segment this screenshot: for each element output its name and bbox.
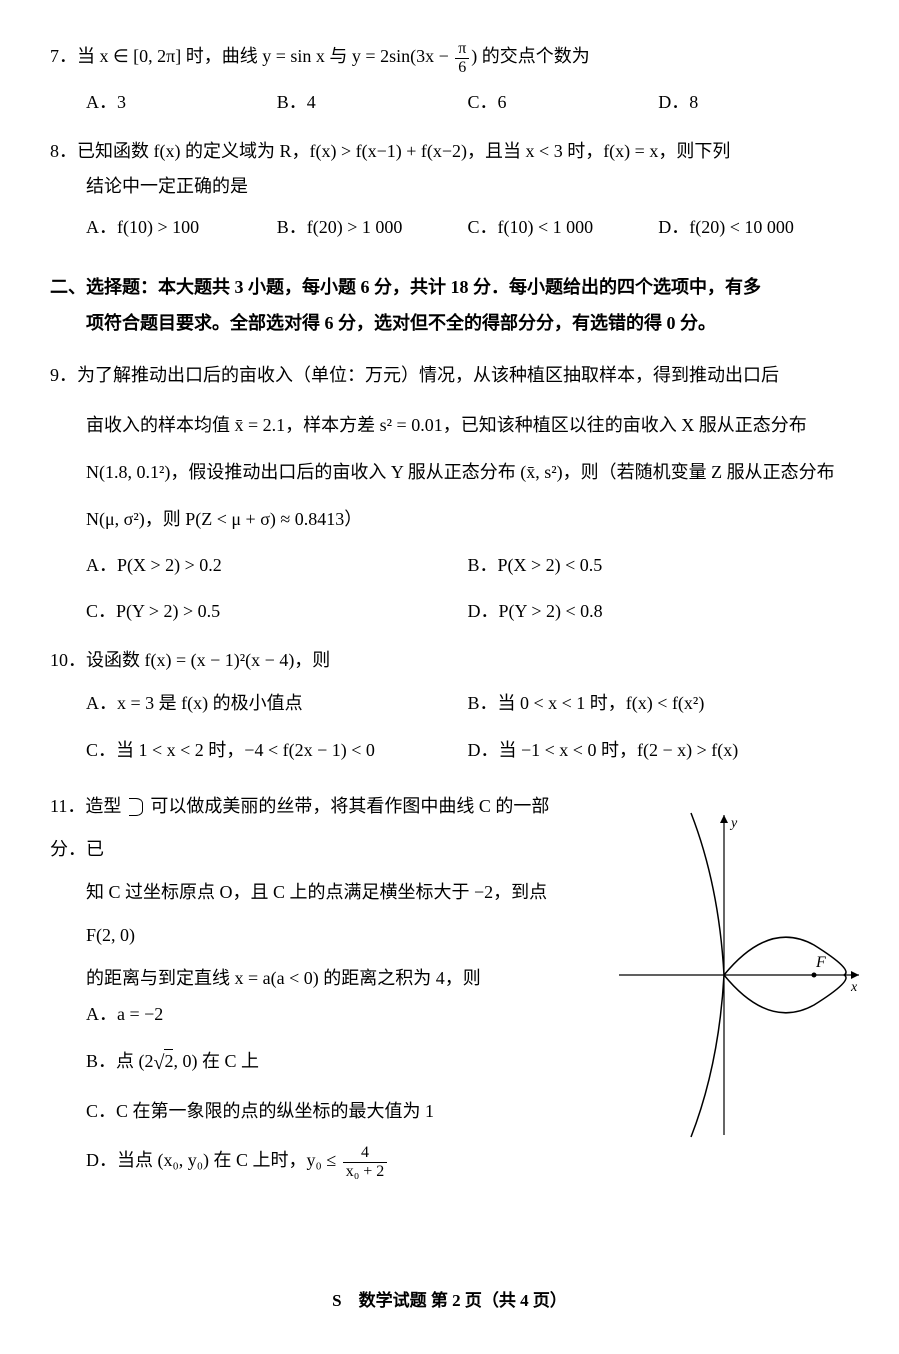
q11-stem2: 知 C 过坐标原点 O，且 C 上的点满足横坐标大于 −2，到点 F(2, 0) [50, 871, 580, 957]
page-footer: S 数学试题 第 2 页（共 4 页） [0, 1287, 899, 1314]
q10-option-c: C．当 1 < x < 2 时，−4 < f(2x − 1) < 0 [86, 736, 468, 765]
section2-l2: 项符合题目要求。全部选对得 6 分，选对但不全的得部分分，有选错的得 0 分。 [50, 305, 849, 341]
q11-option-d: D．当点 (x₀, y₀) 在 C 上时，y₀ ≤ 4x₀ + 2 [86, 1144, 580, 1180]
q7-stem-a: 当 x ∈ [0, 2π] 时，曲线 y = sin x 与 y = 2sin(… [77, 46, 453, 66]
question-9: 9．为了解推动出口后的亩收入（单位：万元）情况，从该种植区抽取样本，得到推动出口… [50, 361, 849, 626]
q11-num: 11． [50, 796, 85, 816]
q7-option-a: A．3 [86, 88, 277, 117]
ribbon-icon [129, 798, 143, 816]
q7-stem-b: ) 的交点个数为 [471, 46, 590, 66]
q9-body: 亩收入的样本均值 x̄ = 2.1，样本方差 s² = 0.01，已知该种植区以… [50, 402, 849, 542]
question-7: 7．当 x ∈ [0, 2π] 时，曲线 y = sin x 与 y = 2si… [50, 40, 849, 117]
q10-option-a: A．x = 3 是 f(x) 的极小值点 [86, 689, 468, 718]
q9-option-b: B．P(X > 2) < 0.5 [468, 551, 850, 580]
question-11: 11．造型 可以做成美丽的丝带，将其看作图中曲线 C 的一部分．已 知 C 过坐… [50, 785, 849, 1181]
section2-l1: 二、选择题：本大题共 3 小题，每小题 6 分，共计 18 分．每小题给出的四个… [50, 277, 761, 297]
q7-stem: 7．当 x ∈ [0, 2π] 时，曲线 y = sin x 与 y = 2si… [50, 40, 849, 76]
q11-stem1a: 造型 [85, 796, 126, 816]
q10-option-b: B．当 0 < x < 1 时，f(x) < f(x²) [468, 689, 850, 718]
question-8: 8．已知函数 f(x) 的定义域为 R，f(x) > f(x−1) + f(x−… [50, 137, 849, 241]
q9-option-a: A．P(X > 2) > 0.2 [86, 551, 468, 580]
q11-d-den: x₀ + 2 [343, 1163, 388, 1181]
q11-option-c: C．C 在第一象限的点的纵坐标的最大值为 1 [86, 1097, 580, 1126]
q7-option-b: B．4 [277, 88, 468, 117]
q9-option-c: C．P(Y > 2) > 0.5 [86, 597, 468, 626]
q7-frac-den: 6 [455, 59, 469, 77]
q10-option-d: D．当 −1 < x < 0 时，f(2 − x) > f(x) [468, 736, 850, 765]
q9-stem-start: 为了解推动出口后的亩收入（单位：万元）情况，从该种植区抽取样本，得到推动出口后 [77, 365, 779, 385]
q7-frac: π6 [455, 40, 469, 76]
q11-d-num: 4 [343, 1144, 388, 1163]
q7-option-c: C．6 [468, 88, 659, 117]
label-f: F [815, 954, 826, 971]
q8-option-a: A．f(10) > 100 [86, 213, 277, 242]
q9-stem: 9．为了解推动出口后的亩收入（单位：万元）情况，从该种植区抽取样本，得到推动出口… [50, 361, 849, 390]
q8-stem1: 已知函数 f(x) 的定义域为 R，f(x) > f(x−1) + f(x−2)… [77, 141, 730, 161]
q8-option-d: D．f(20) < 10 000 [658, 213, 849, 242]
q8-stem2: 结论中一定正确的是 [50, 172, 849, 201]
q11-d-frac: 4x₀ + 2 [343, 1144, 388, 1180]
q8-stem: 8．已知函数 f(x) 的定义域为 R，f(x) > f(x−1) + f(x−… [50, 137, 849, 201]
q11-d-a: D．当点 (x₀, y₀) 在 C 上时，y₀ ≤ [86, 1150, 341, 1170]
q7-num: 7． [50, 46, 77, 66]
q9-option-d: D．P(Y > 2) < 0.8 [468, 597, 850, 626]
label-y: y [729, 816, 738, 831]
q7-option-d: D．8 [658, 88, 849, 117]
y-axis-arrow [720, 815, 728, 823]
point-f [812, 972, 817, 977]
q11-option-b: B．点 (2√2, 0) 在 C 上 [86, 1047, 580, 1079]
q8-options: A．f(10) > 100 B．f(20) > 1 000 C．f(10) < … [50, 213, 849, 242]
q11-b-c: , 0) 在 C 上 [173, 1051, 259, 1071]
question-10: 10．设函数 f(x) = (x − 1)²(x − 4)，则 A．x = 3 … [50, 646, 849, 764]
q7-options: A．3 B．4 C．6 D．8 [50, 88, 849, 117]
q7-frac-num: π [455, 40, 469, 59]
q11-curve-graph: F x y [619, 805, 869, 1145]
q9-xbar2: x̄ [526, 462, 535, 482]
q11-options: A．a = −2 B．点 (2√2, 0) 在 C 上 C．C 在第一象限的点的… [50, 1000, 580, 1180]
x-axis-arrow [851, 971, 859, 979]
q9-xbar1: x̄ [235, 415, 244, 435]
q10-stem-text: 设函数 f(x) = (x − 1)²(x − 4)，则 [86, 650, 330, 670]
q11-text: 11．造型 可以做成美丽的丝带，将其看作图中曲线 C 的一部分．已 知 C 过坐… [50, 785, 580, 1181]
q10-options: A．x = 3 是 f(x) 的极小值点 B．当 0 < x < 1 时，f(x… [50, 689, 849, 765]
label-x: x [850, 980, 858, 995]
q10-num: 10． [50, 650, 86, 670]
q9-num: 9． [50, 365, 77, 385]
q9-options: A．P(X > 2) > 0.2 B．P(X > 2) < 0.5 C．P(Y … [50, 551, 849, 627]
sqrt-sym: √ [154, 1052, 165, 1074]
section-2-header: 二、选择题：本大题共 3 小题，每小题 6 分，共计 18 分．每小题给出的四个… [50, 269, 849, 341]
q11-stem3: 的距离与到定直线 x = a(a < 0) 的距离之积为 4，则 [50, 957, 580, 1000]
q11-b-a: B．点 (2 [86, 1051, 154, 1071]
q8-option-b: B．f(20) > 1 000 [277, 213, 468, 242]
q9-body-a: 亩收入的样本均值 [86, 415, 235, 435]
q11-option-a: A．a = −2 [86, 1000, 580, 1029]
q10-stem: 10．设函数 f(x) = (x − 1)²(x − 4)，则 [50, 646, 849, 675]
q11-stem: 11．造型 可以做成美丽的丝带，将其看作图中曲线 C 的一部分．已 知 C 过坐… [50, 785, 580, 1001]
q8-option-c: C．f(10) < 1 000 [468, 213, 659, 242]
q8-num: 8． [50, 141, 77, 161]
